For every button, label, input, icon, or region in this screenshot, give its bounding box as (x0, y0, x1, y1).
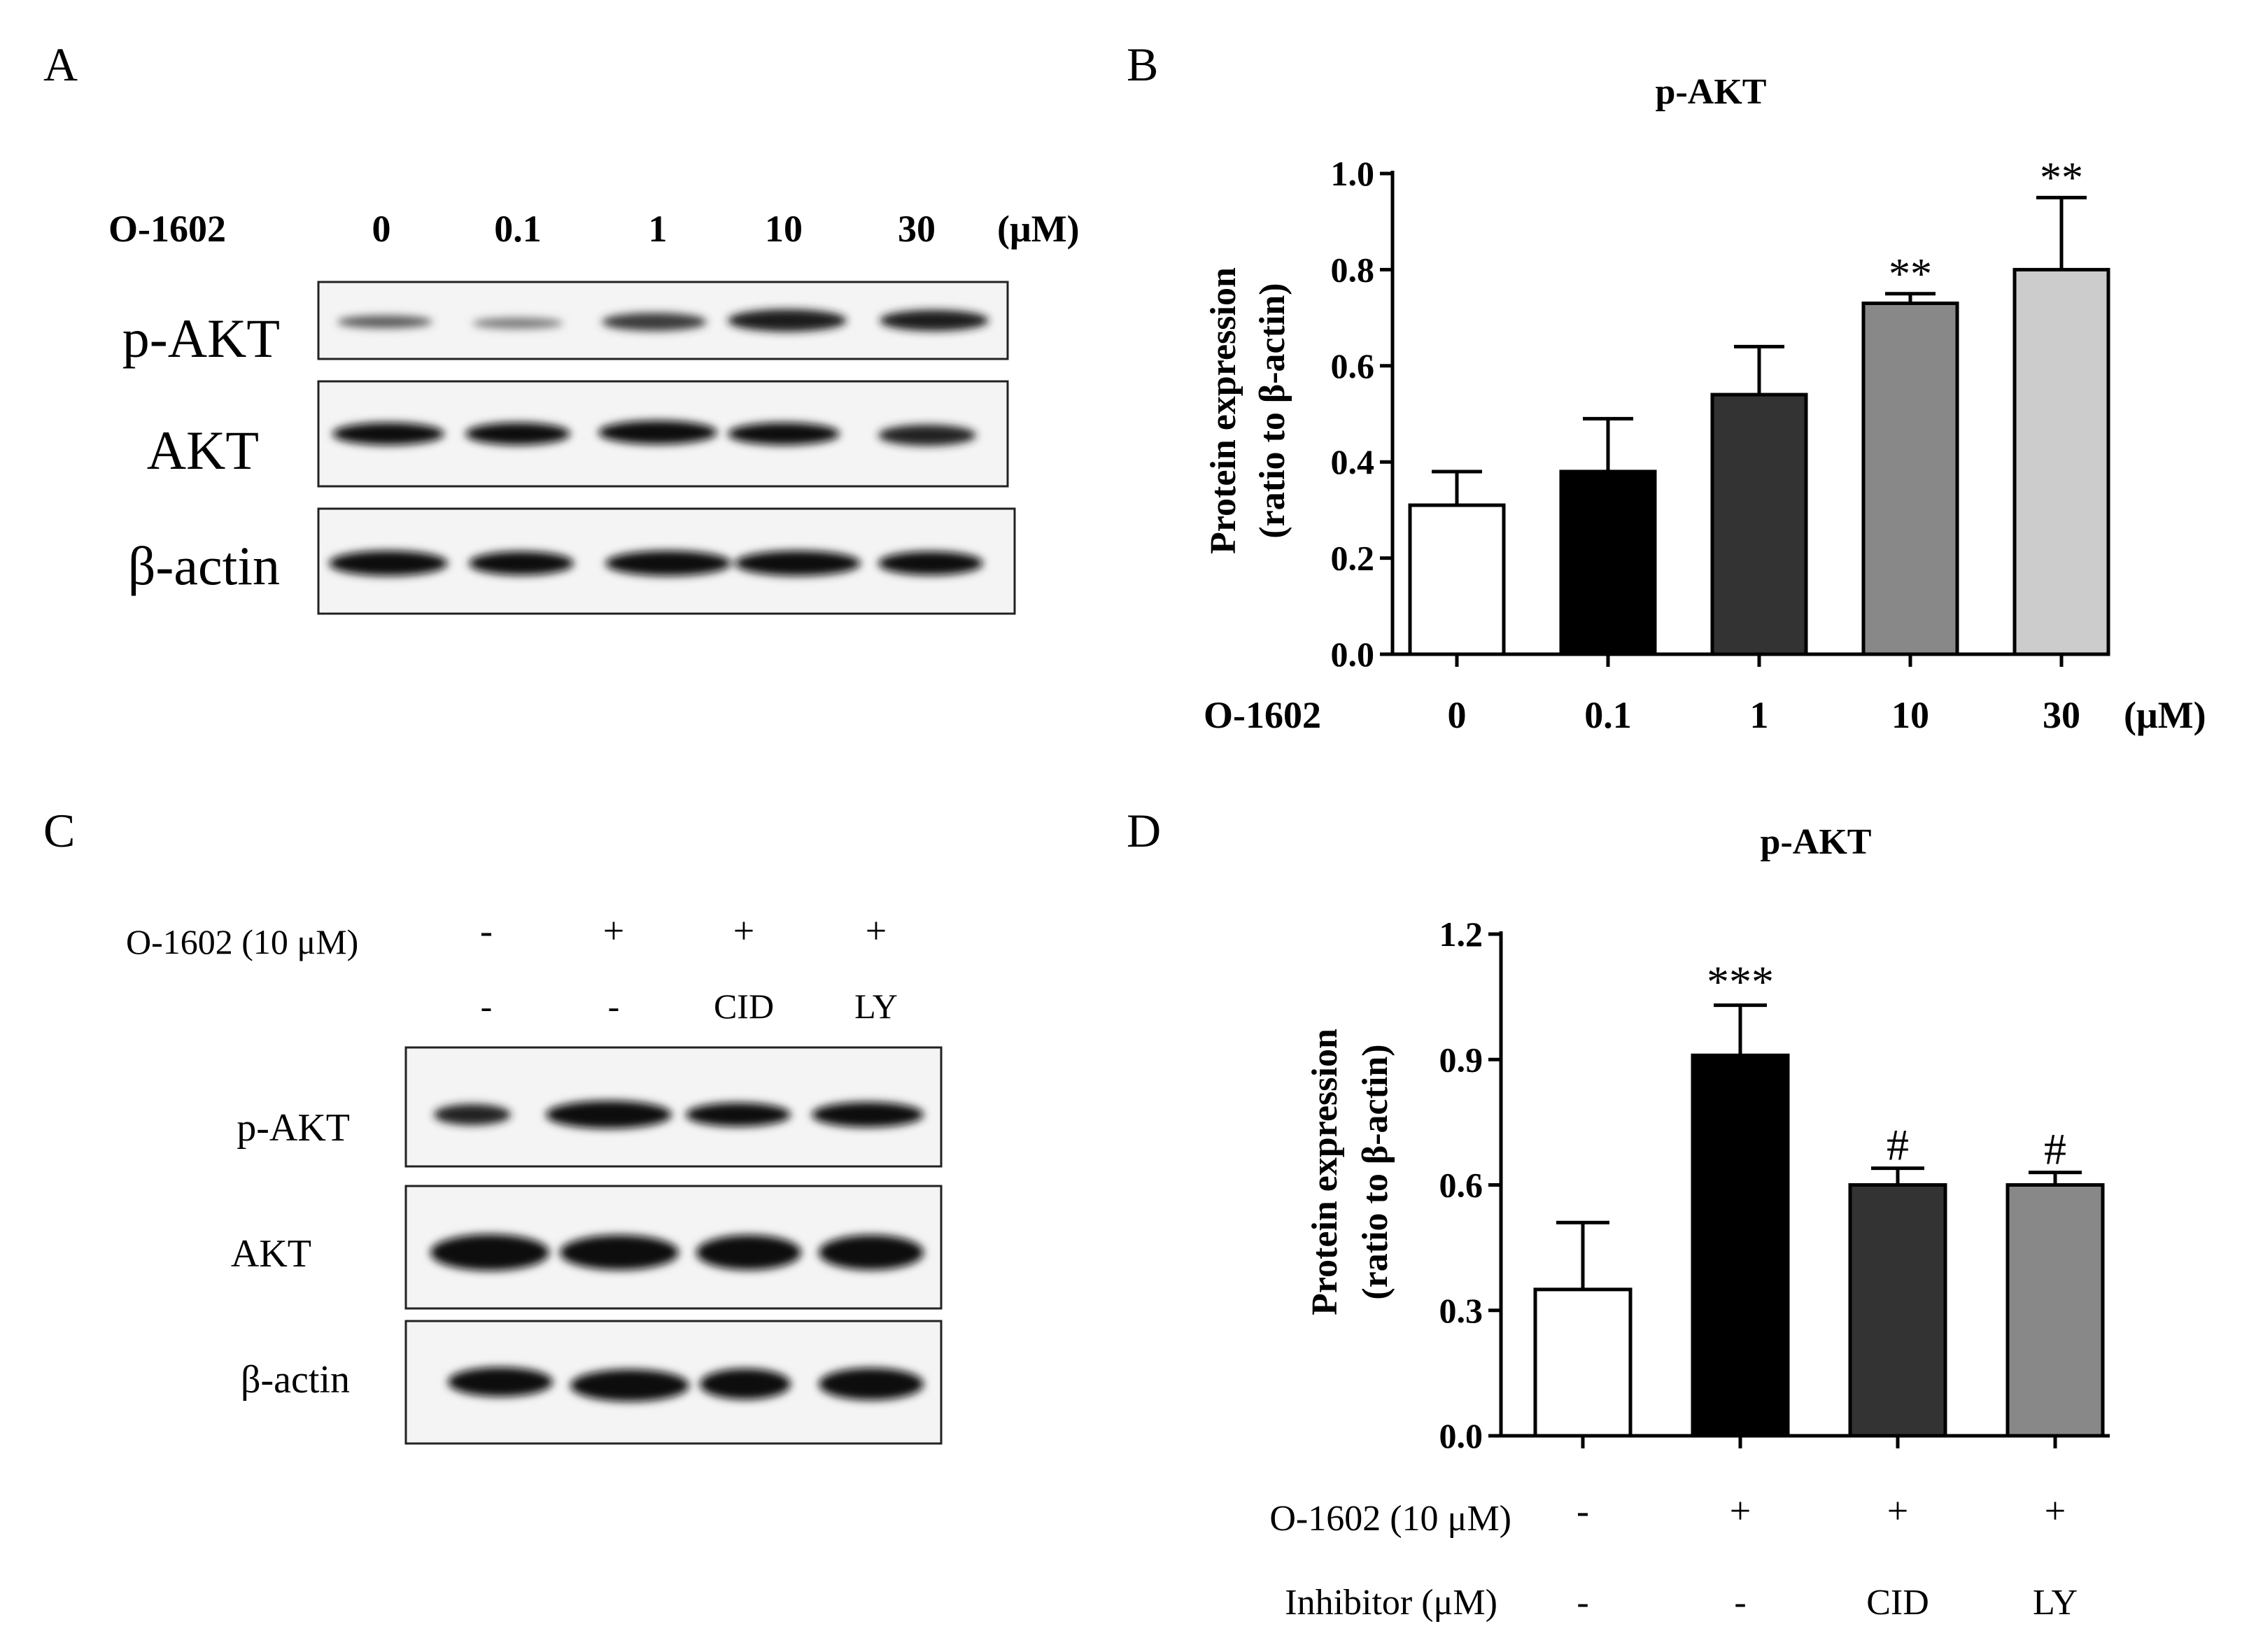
treatment-sign: - (1577, 1490, 1589, 1532)
bar (2012, 267, 2110, 656)
inhibitor-label: - (1577, 1583, 1588, 1623)
treatment-sign: + (1887, 1490, 1908, 1532)
y-tick-label: 0.6 (1331, 346, 1375, 386)
treatment-sign: + (1730, 1490, 1751, 1532)
panel-letter-d: D (1127, 804, 1161, 857)
inhibitor-label: CID (714, 987, 774, 1026)
inhibitor-label: LY (854, 987, 898, 1026)
significance-label: ** (1889, 250, 1932, 298)
y-tick-label: 0.0 (1331, 635, 1375, 674)
blot-label-p-akt: p-AKT (122, 308, 280, 369)
x-tick-label: 0 (1448, 694, 1467, 736)
inhibitor-label: LY (2033, 1583, 2078, 1623)
x-tick-label: 0.1 (1584, 694, 1632, 736)
blot-a-beta-actin (317, 507, 1016, 615)
sign-label: + (866, 910, 887, 952)
x-axis-title-b: O-1602 (1204, 694, 1321, 736)
y-tick-label: 1.2 (1439, 915, 1483, 954)
y-axis-label-b-line1: Protein expression (1204, 267, 1243, 554)
blot-c-beta-actin (404, 1320, 943, 1445)
dose-label: 0.1 (494, 208, 542, 250)
y-tick-label: 0.0 (1439, 1416, 1483, 1455)
inhibitor-label: - (608, 987, 620, 1026)
bar (1848, 1183, 1947, 1438)
bar (1533, 1287, 1633, 1438)
x-tick-label: 1 (1750, 694, 1769, 736)
treatment-label: O-1602 (108, 208, 226, 250)
dose-label: 30 (898, 208, 936, 250)
significance-label: ** (2040, 154, 2083, 202)
panel-letter-c: C (43, 804, 75, 857)
y-tick-label: 0.9 (1439, 1040, 1483, 1079)
inhibitor-label: - (1734, 1583, 1746, 1623)
bar (2005, 1183, 2105, 1438)
blot-c-akt (404, 1185, 943, 1310)
y-tick-label: 0.4 (1331, 442, 1375, 481)
unit-label: (μM) (997, 208, 1080, 250)
y-tick-label: 0.2 (1331, 539, 1375, 578)
blot-label-beta-actin: β-actin (128, 535, 280, 596)
panel-c: C O-1602 (10 μM) - + + + - - CID LY p-AK… (43, 804, 943, 1445)
y-axis-label-b-line2: (ratio to β-actin) (1253, 283, 1292, 538)
blot-a-p-akt (317, 281, 1009, 360)
y-axis-label-d-line1: Protein expression (1305, 1029, 1345, 1315)
inhibitor-label: CID (1866, 1583, 1929, 1623)
y-axis-label-d-line2: (ratio to β-actin) (1355, 1044, 1395, 1299)
significance-label: # (2044, 1124, 2066, 1174)
blot-label-akt: AKT (147, 420, 259, 481)
blot-a-akt (317, 380, 1009, 488)
panel-letter-b: B (1127, 38, 1158, 91)
y-tick-label: 1.0 (1331, 154, 1375, 193)
x-tick-label: 10 (1891, 694, 1929, 736)
blot-label-akt-c: AKT (231, 1232, 311, 1276)
inhibitor-label: - (481, 987, 493, 1026)
treatment-sign: + (2045, 1490, 2066, 1532)
y-tick-label: 0.6 (1439, 1166, 1483, 1205)
chart-title-d: p-AKT (1761, 822, 1872, 862)
row-label-inhibitor: Inhibitor (μM) (1285, 1583, 1497, 1623)
panel-letter-a: A (43, 38, 78, 91)
sign-label: - (480, 910, 493, 952)
dose-label: 0 (372, 208, 391, 250)
x-axis-unit-b: (μM) (2124, 694, 2206, 736)
panel-d-chart: D p-AKT Protein expression (ratio to β-a… (1127, 804, 2110, 1623)
blot-label-beta-actin-c: β-actin (241, 1358, 350, 1402)
sign-label: + (733, 910, 754, 952)
bar (1861, 301, 1959, 656)
bar (1691, 1053, 1790, 1438)
treatment-label-c: O-1602 (10 μM) (126, 922, 358, 961)
y-tick-label: 0.8 (1331, 250, 1375, 289)
row-label-treatment: O-1602 (10 μM) (1269, 1499, 1511, 1539)
dose-label: 1 (649, 208, 668, 250)
significance-label: *** (1707, 957, 1774, 1007)
panel-b-chart: B p-AKT Protein expression (ratio to β-a… (1127, 38, 2206, 736)
panel-a: A O-1602 0 0.1 1 10 30 (μM) p-AKT AKT β-… (43, 38, 1080, 615)
bar (1559, 470, 1657, 656)
dose-label: 10 (765, 208, 803, 250)
bar (1710, 393, 1808, 656)
bar (1408, 503, 1506, 656)
sign-label: + (603, 910, 624, 952)
significance-label: # (1887, 1120, 1909, 1170)
chart-title-b: p-AKT (1656, 72, 1767, 112)
x-tick-label: 30 (2043, 694, 2080, 736)
y-tick-label: 0.3 (1439, 1291, 1483, 1330)
blot-c-p-akt (404, 1046, 943, 1168)
blot-label-p-akt-c: p-AKT (237, 1106, 350, 1150)
